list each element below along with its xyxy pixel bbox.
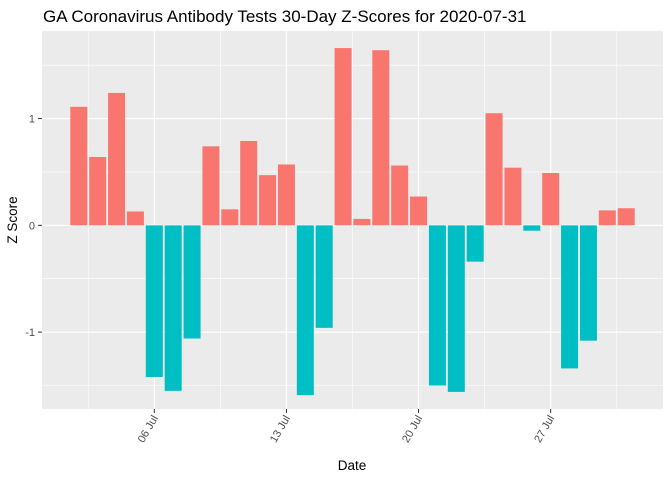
bar-2020-07-31 <box>617 208 635 226</box>
bar-2020-07-27 <box>542 173 560 226</box>
bar-2020-07-29 <box>579 225 597 341</box>
x-tick-label: 13 Jul <box>268 414 293 445</box>
bar-2020-07-20 <box>410 196 428 226</box>
bar-2020-07-12 <box>259 175 277 226</box>
x-tick-label: 06 Jul <box>136 414 161 445</box>
bar-2020-07-30 <box>598 210 616 226</box>
bar-2020-07-16 <box>334 48 352 226</box>
y-axis-ticks: -1 0 1 <box>25 114 42 339</box>
bar-2020-07-02 <box>70 106 88 226</box>
bar-2020-07-11 <box>240 140 258 226</box>
x-tick-label: 27 Jul <box>532 414 557 445</box>
bar-2020-07-09 <box>202 146 220 226</box>
bar-2020-07-04 <box>108 92 126 226</box>
x-axis-ticks: 06 Jul 13 Jul 20 Jul 27 Jul <box>136 409 557 445</box>
bar-2020-07-08 <box>183 225 201 339</box>
bar-2020-07-24 <box>485 113 503 226</box>
bar-2020-07-05 <box>126 211 144 226</box>
x-tick-label: 20 Jul <box>400 414 425 445</box>
y-axis-title: Z Score <box>5 196 20 243</box>
bar-2020-07-17 <box>353 218 371 226</box>
bar-2020-07-13 <box>277 164 295 226</box>
bar-2020-07-07 <box>164 225 182 391</box>
bar-2020-07-22 <box>447 225 465 392</box>
bar-2020-07-25 <box>504 167 522 226</box>
bar-2020-07-23 <box>466 225 484 262</box>
bar-2020-07-03 <box>89 157 107 226</box>
bar-2020-07-26 <box>523 225 541 231</box>
bar-2020-07-18 <box>372 50 390 226</box>
chart-title: GA Coronavirus Antibody Tests 30-Day Z-S… <box>43 7 526 26</box>
bars <box>70 48 635 396</box>
bar-2020-07-21 <box>428 225 446 386</box>
bar-2020-07-14 <box>296 225 314 396</box>
bar-2020-07-10 <box>221 209 239 226</box>
x-axis-title: Date <box>338 458 367 473</box>
bar-2020-07-06 <box>145 225 163 377</box>
bar-2020-07-28 <box>561 225 579 369</box>
bar-2020-07-15 <box>315 225 333 328</box>
y-tick-label: 0 <box>29 220 35 232</box>
bar-2020-07-19 <box>391 165 409 226</box>
y-tick-label: 1 <box>29 114 35 126</box>
y-tick-label: -1 <box>25 327 35 339</box>
